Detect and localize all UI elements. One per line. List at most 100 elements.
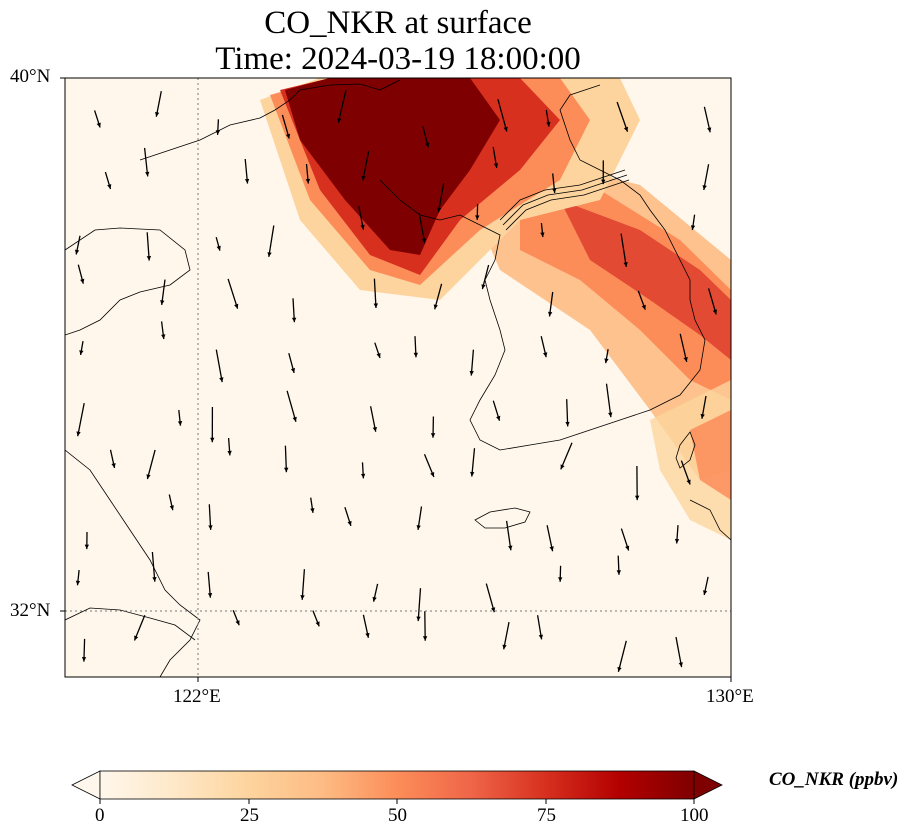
- wind-arrow-head: [372, 596, 377, 602]
- wind-arrow-shaft: [566, 399, 569, 427]
- wind-arrow-head: [635, 495, 640, 501]
- wind-arrow-head: [373, 303, 378, 308]
- wind-arrow-head: [146, 256, 152, 261]
- wind-arrow-head: [145, 171, 150, 177]
- wind-arrow-head: [549, 546, 554, 552]
- wind-arrow-head: [543, 352, 548, 358]
- colorbar-tick-0: 0: [95, 805, 105, 826]
- wind-arrow-shaft: [617, 640, 627, 672]
- lat-label-32n: 32°N: [10, 600, 51, 621]
- wind-arrow-head: [678, 662, 683, 668]
- wind-arrow-shaft: [151, 551, 156, 582]
- wind-arrow-head: [601, 179, 606, 185]
- wind-arrow-head: [641, 304, 646, 310]
- wind-arrow-shaft: [268, 225, 275, 258]
- wind-arrow-head: [290, 368, 296, 373]
- wind-arrow-head: [235, 620, 240, 626]
- wind-arrow-head: [360, 224, 365, 230]
- wind-arrow-head: [470, 471, 475, 477]
- wind-arrow-head: [690, 225, 696, 230]
- wind-arrow-head: [285, 133, 291, 139]
- wind-arrow-head: [565, 421, 570, 427]
- wind-arrow-shaft: [620, 233, 627, 268]
- wind-arrow-head: [623, 262, 628, 267]
- wind-arrow-head: [508, 545, 513, 551]
- wind-arrow-head: [560, 464, 565, 470]
- wind-arrow-shaft: [505, 520, 512, 551]
- plume-east-lower-core: [690, 410, 731, 500]
- wind-arrow-head: [503, 126, 508, 132]
- wind-arrow-shaft: [286, 390, 297, 422]
- wind-arrow-head: [625, 545, 630, 551]
- wind-arrow-shaft: [616, 101, 629, 132]
- wind-arrow-head: [79, 350, 84, 355]
- colorbar-label: CO_NKR (ppbv): [769, 769, 899, 790]
- wind-arrow-shaft: [143, 147, 149, 177]
- wind-arrow-shaft: [133, 615, 146, 641]
- wind-arrow-head: [548, 311, 553, 317]
- wind-arrow-head: [161, 334, 166, 340]
- wind-arrow-shaft: [417, 588, 422, 622]
- wind-arrow-head: [234, 303, 239, 309]
- wind-arrow-head: [558, 577, 563, 582]
- wind-arrow-shaft: [503, 621, 510, 650]
- dmz-border: [499, 169, 630, 231]
- wind-arrow-head: [674, 538, 680, 544]
- wind-arrow-head: [75, 580, 81, 586]
- wind-arrow-shaft: [560, 442, 573, 470]
- wind-arrow-head: [475, 215, 480, 220]
- wind-arrow-head: [703, 590, 708, 595]
- colorbar-extend-max: [693, 770, 723, 800]
- wind-arrow-head: [538, 634, 543, 640]
- wind-arrow-head: [430, 472, 435, 477]
- coastline-liaodong: [65, 227, 191, 336]
- wind-arrow-head: [683, 357, 688, 362]
- wind-arrow-head: [215, 130, 220, 135]
- wind-arrow-shaft: [77, 402, 85, 437]
- colorbar: [71, 770, 723, 804]
- wind-arrow-shaft: [215, 349, 223, 383]
- wind-arrow-head: [177, 421, 183, 426]
- map-panel: [65, 78, 731, 677]
- coastline-shandong: [65, 449, 201, 677]
- wind-arrow-head: [491, 607, 496, 613]
- wind-arrow-head: [422, 636, 428, 641]
- wind-arrow-head: [160, 300, 165, 305]
- wind-arrow-head: [372, 427, 377, 432]
- coastline-korea-west: [379, 84, 706, 451]
- wind-arrow-head: [430, 433, 436, 438]
- wind-arrow-shaft: [301, 569, 306, 600]
- wind-arrow-head: [365, 632, 370, 638]
- wind-arrow-head: [604, 358, 609, 364]
- wind-arrow-shaft: [146, 232, 150, 261]
- wind-arrow-head: [284, 467, 289, 473]
- wind-arrow-head: [107, 184, 112, 189]
- coastline-bohai-north: [139, 79, 401, 161]
- wind-arrow-shaft: [485, 583, 495, 613]
- wind-arrow-head: [425, 142, 430, 148]
- wind-arrow-head: [152, 577, 157, 582]
- jeju-island: [474, 507, 531, 529]
- wind-arrow-head: [469, 370, 474, 376]
- wind-arrow-head: [210, 437, 215, 443]
- wind-arrow-shaft: [679, 333, 688, 363]
- wind-arrow-head: [361, 175, 366, 181]
- wind-arrow-head: [310, 508, 315, 513]
- wind-arrow-head: [616, 570, 621, 575]
- wind-arrow-head: [496, 415, 501, 421]
- wind-arrow-head: [540, 232, 545, 238]
- wind-arrow-head: [216, 245, 221, 251]
- wind-arrow-head: [74, 249, 80, 255]
- wind-arrow-head: [546, 121, 551, 127]
- wind-arrow-head: [686, 479, 691, 485]
- wind-arrow-head: [292, 416, 297, 422]
- wind-arrow-head: [416, 616, 421, 622]
- wind-arrow-head: [219, 377, 224, 383]
- wind-arrow-shaft: [675, 636, 683, 668]
- tsushima-island: [675, 431, 696, 469]
- lat-label-40n: 40°N: [10, 66, 51, 87]
- wind-arrow-shaft: [497, 99, 508, 132]
- wind-arrow-head: [337, 118, 342, 123]
- wind-arrow-head: [617, 666, 622, 672]
- colorbar-ticks: [99, 799, 695, 804]
